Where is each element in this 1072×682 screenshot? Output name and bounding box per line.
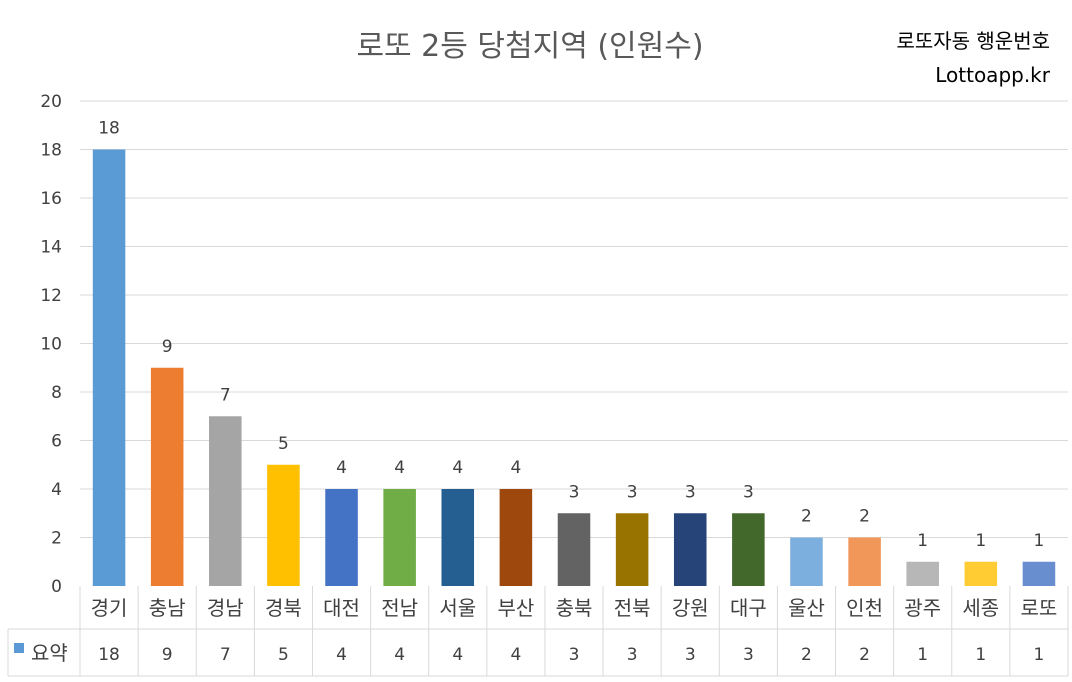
bar-value-label: 2 xyxy=(859,507,870,527)
x-tick-label: 대전 xyxy=(323,596,360,620)
table-value: 3 xyxy=(569,645,580,665)
bar xyxy=(732,513,765,586)
x-tick-label: 경기 xyxy=(91,596,128,620)
x-tick-label: 전북 xyxy=(614,596,651,620)
y-tick-label: 10 xyxy=(40,335,62,355)
watermark-line-2: Lottoapp.kr xyxy=(935,63,1051,87)
table-value: 3 xyxy=(685,645,696,665)
bar-value-label: 3 xyxy=(569,482,580,502)
bar xyxy=(557,513,591,586)
x-tick-label: 경남 xyxy=(207,596,244,620)
table-value: 3 xyxy=(743,645,754,665)
bar xyxy=(906,561,939,586)
bar xyxy=(848,537,881,586)
bar xyxy=(325,489,358,586)
x-tick-label: 인천 xyxy=(846,596,883,620)
table-value: 4 xyxy=(336,645,347,665)
bars xyxy=(92,149,1056,586)
y-tick-label: 0 xyxy=(51,577,62,597)
bar xyxy=(92,149,126,586)
table-value: 2 xyxy=(859,645,870,665)
y-tick-label: 4 xyxy=(51,480,62,500)
y-tick-label: 6 xyxy=(51,432,62,452)
bar-value-label: 1 xyxy=(917,531,928,551)
bar-value-label: 9 xyxy=(162,337,173,357)
x-tick-label: 서울 xyxy=(439,596,476,620)
bar xyxy=(1022,561,1056,586)
data-table: 요약 경기 18 충남 9 경남 7 경북 5 대전 4 전남 4 서울 4 부산 4 충북 3 전북 3 강원 3 대구 3… xyxy=(7,586,1069,677)
y-axis-ticks: 0 2 4 6 8 10 12 14 16 18 20 xyxy=(40,92,62,597)
bar-value-label: 1 xyxy=(975,531,986,551)
legend-entry-summary: 요약 xyxy=(31,641,68,665)
table-value: 3 xyxy=(627,645,638,665)
bar-value-label: 18 xyxy=(98,119,120,139)
bar xyxy=(673,513,707,586)
table-value: 9 xyxy=(162,645,173,665)
bar-value-label: 4 xyxy=(510,458,521,478)
legend-swatch xyxy=(14,643,24,653)
gridlines xyxy=(80,100,1068,538)
table-value: 2 xyxy=(801,645,812,665)
watermark-line-1: 로또자동 행운번호 xyxy=(896,29,1050,53)
bar xyxy=(267,464,300,586)
bar xyxy=(964,561,998,586)
bar xyxy=(209,416,242,586)
y-tick-label: 8 xyxy=(51,383,62,403)
bar xyxy=(615,513,649,586)
bar-value-label: 4 xyxy=(336,458,347,478)
x-tick-label: 전남 xyxy=(381,596,418,620)
table-value: 1 xyxy=(975,645,986,665)
x-tick-label: 울산 xyxy=(788,596,825,620)
table-value: 18 xyxy=(98,645,120,665)
table-value: 1 xyxy=(1034,645,1045,665)
bar xyxy=(441,489,475,586)
bar-value-label: 1 xyxy=(1034,531,1045,551)
data-labels: 18 9 7 5 4 4 4 4 3 3 3 3 2 2 1 1 1 xyxy=(98,119,1044,551)
y-tick-label: 12 xyxy=(40,286,62,306)
bar-value-label: 5 xyxy=(278,434,289,454)
bar-value-label: 4 xyxy=(452,458,463,478)
bar-value-label: 3 xyxy=(685,482,696,502)
y-tick-label: 18 xyxy=(40,141,62,161)
table-value: 4 xyxy=(452,645,463,665)
y-tick-label: 20 xyxy=(40,92,62,112)
bar-value-label: 3 xyxy=(743,482,754,502)
chart-title: 로또 2등 당첨지역 (인원수) xyxy=(356,29,703,64)
x-tick-label: 광주 xyxy=(904,596,941,620)
bar-value-label: 4 xyxy=(394,458,405,478)
table-value: 1 xyxy=(917,645,928,665)
bar-value-label: 3 xyxy=(627,482,638,502)
table-value: 7 xyxy=(220,645,231,665)
bar-value-label: 2 xyxy=(801,507,812,527)
table-value: 4 xyxy=(510,645,521,665)
table-value: 5 xyxy=(278,645,289,665)
bar-value-label: 7 xyxy=(220,385,231,405)
x-tick-label: 강원 xyxy=(672,596,709,620)
bar xyxy=(790,537,823,586)
x-tick-label: 부산 xyxy=(497,596,534,620)
y-tick-label: 16 xyxy=(40,189,62,209)
bar xyxy=(150,367,184,586)
x-tick-label: 충남 xyxy=(149,596,186,620)
bar xyxy=(499,489,533,586)
bar xyxy=(383,489,416,586)
x-tick-label: 충북 xyxy=(556,596,593,620)
x-tick-label: 대구 xyxy=(730,596,767,620)
x-tick-label: 세종 xyxy=(962,596,999,620)
x-tick-label: 경북 xyxy=(265,596,302,620)
y-tick-label: 2 xyxy=(51,529,62,549)
y-tick-label: 14 xyxy=(40,238,62,258)
table-value: 4 xyxy=(394,645,405,665)
x-tick-label: 로또 xyxy=(1021,596,1058,620)
